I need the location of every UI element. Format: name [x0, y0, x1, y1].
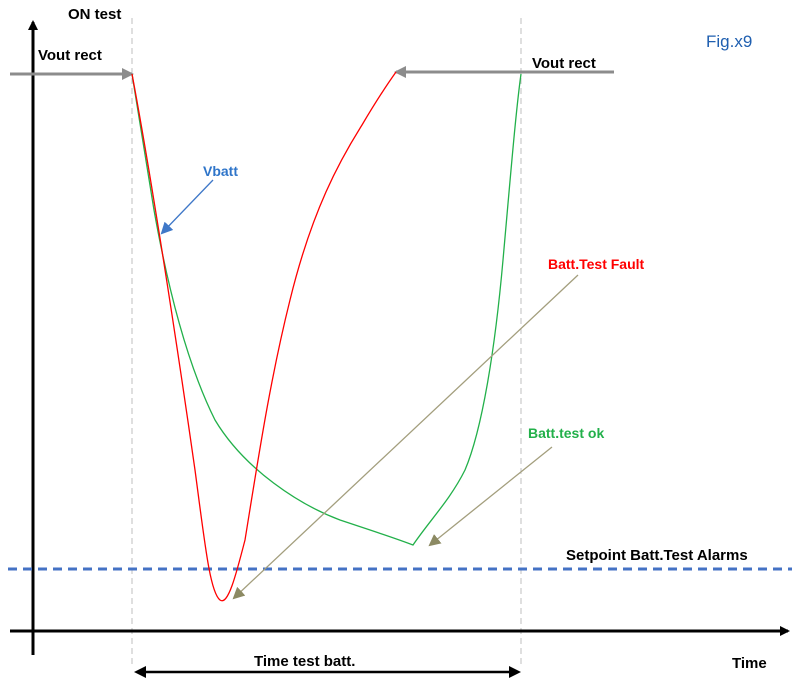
on-test-label: ON test [68, 6, 121, 23]
vbatt-label: Vbatt [203, 163, 238, 179]
vbatt-pointer-arrow [160, 179, 214, 235]
time-test-batt-label: Time test batt. [254, 653, 355, 670]
ok-pointer-arrow [428, 446, 553, 547]
batt-test-fault-curve [131, 71, 397, 602]
batt-test-fault-label: Batt.Test Fault [548, 256, 645, 272]
setpoint-label: Setpoint Batt.Test Alarms [566, 547, 748, 564]
batt-test-ok-curve [131, 73, 522, 546]
vout-rect-right-label: Vout rect [532, 55, 596, 72]
time-test-span-arrowhead-right [509, 666, 521, 678]
figure-label: Fig.x9 [706, 32, 752, 51]
batt-test-ok-label: Batt.test ok [528, 425, 604, 441]
vout-rect-left-label: Vout rect [38, 47, 102, 64]
time-test-span-arrowhead-left [134, 666, 146, 678]
fault-pointer-arrow [232, 274, 579, 600]
time-axis-label: Time [732, 655, 767, 672]
